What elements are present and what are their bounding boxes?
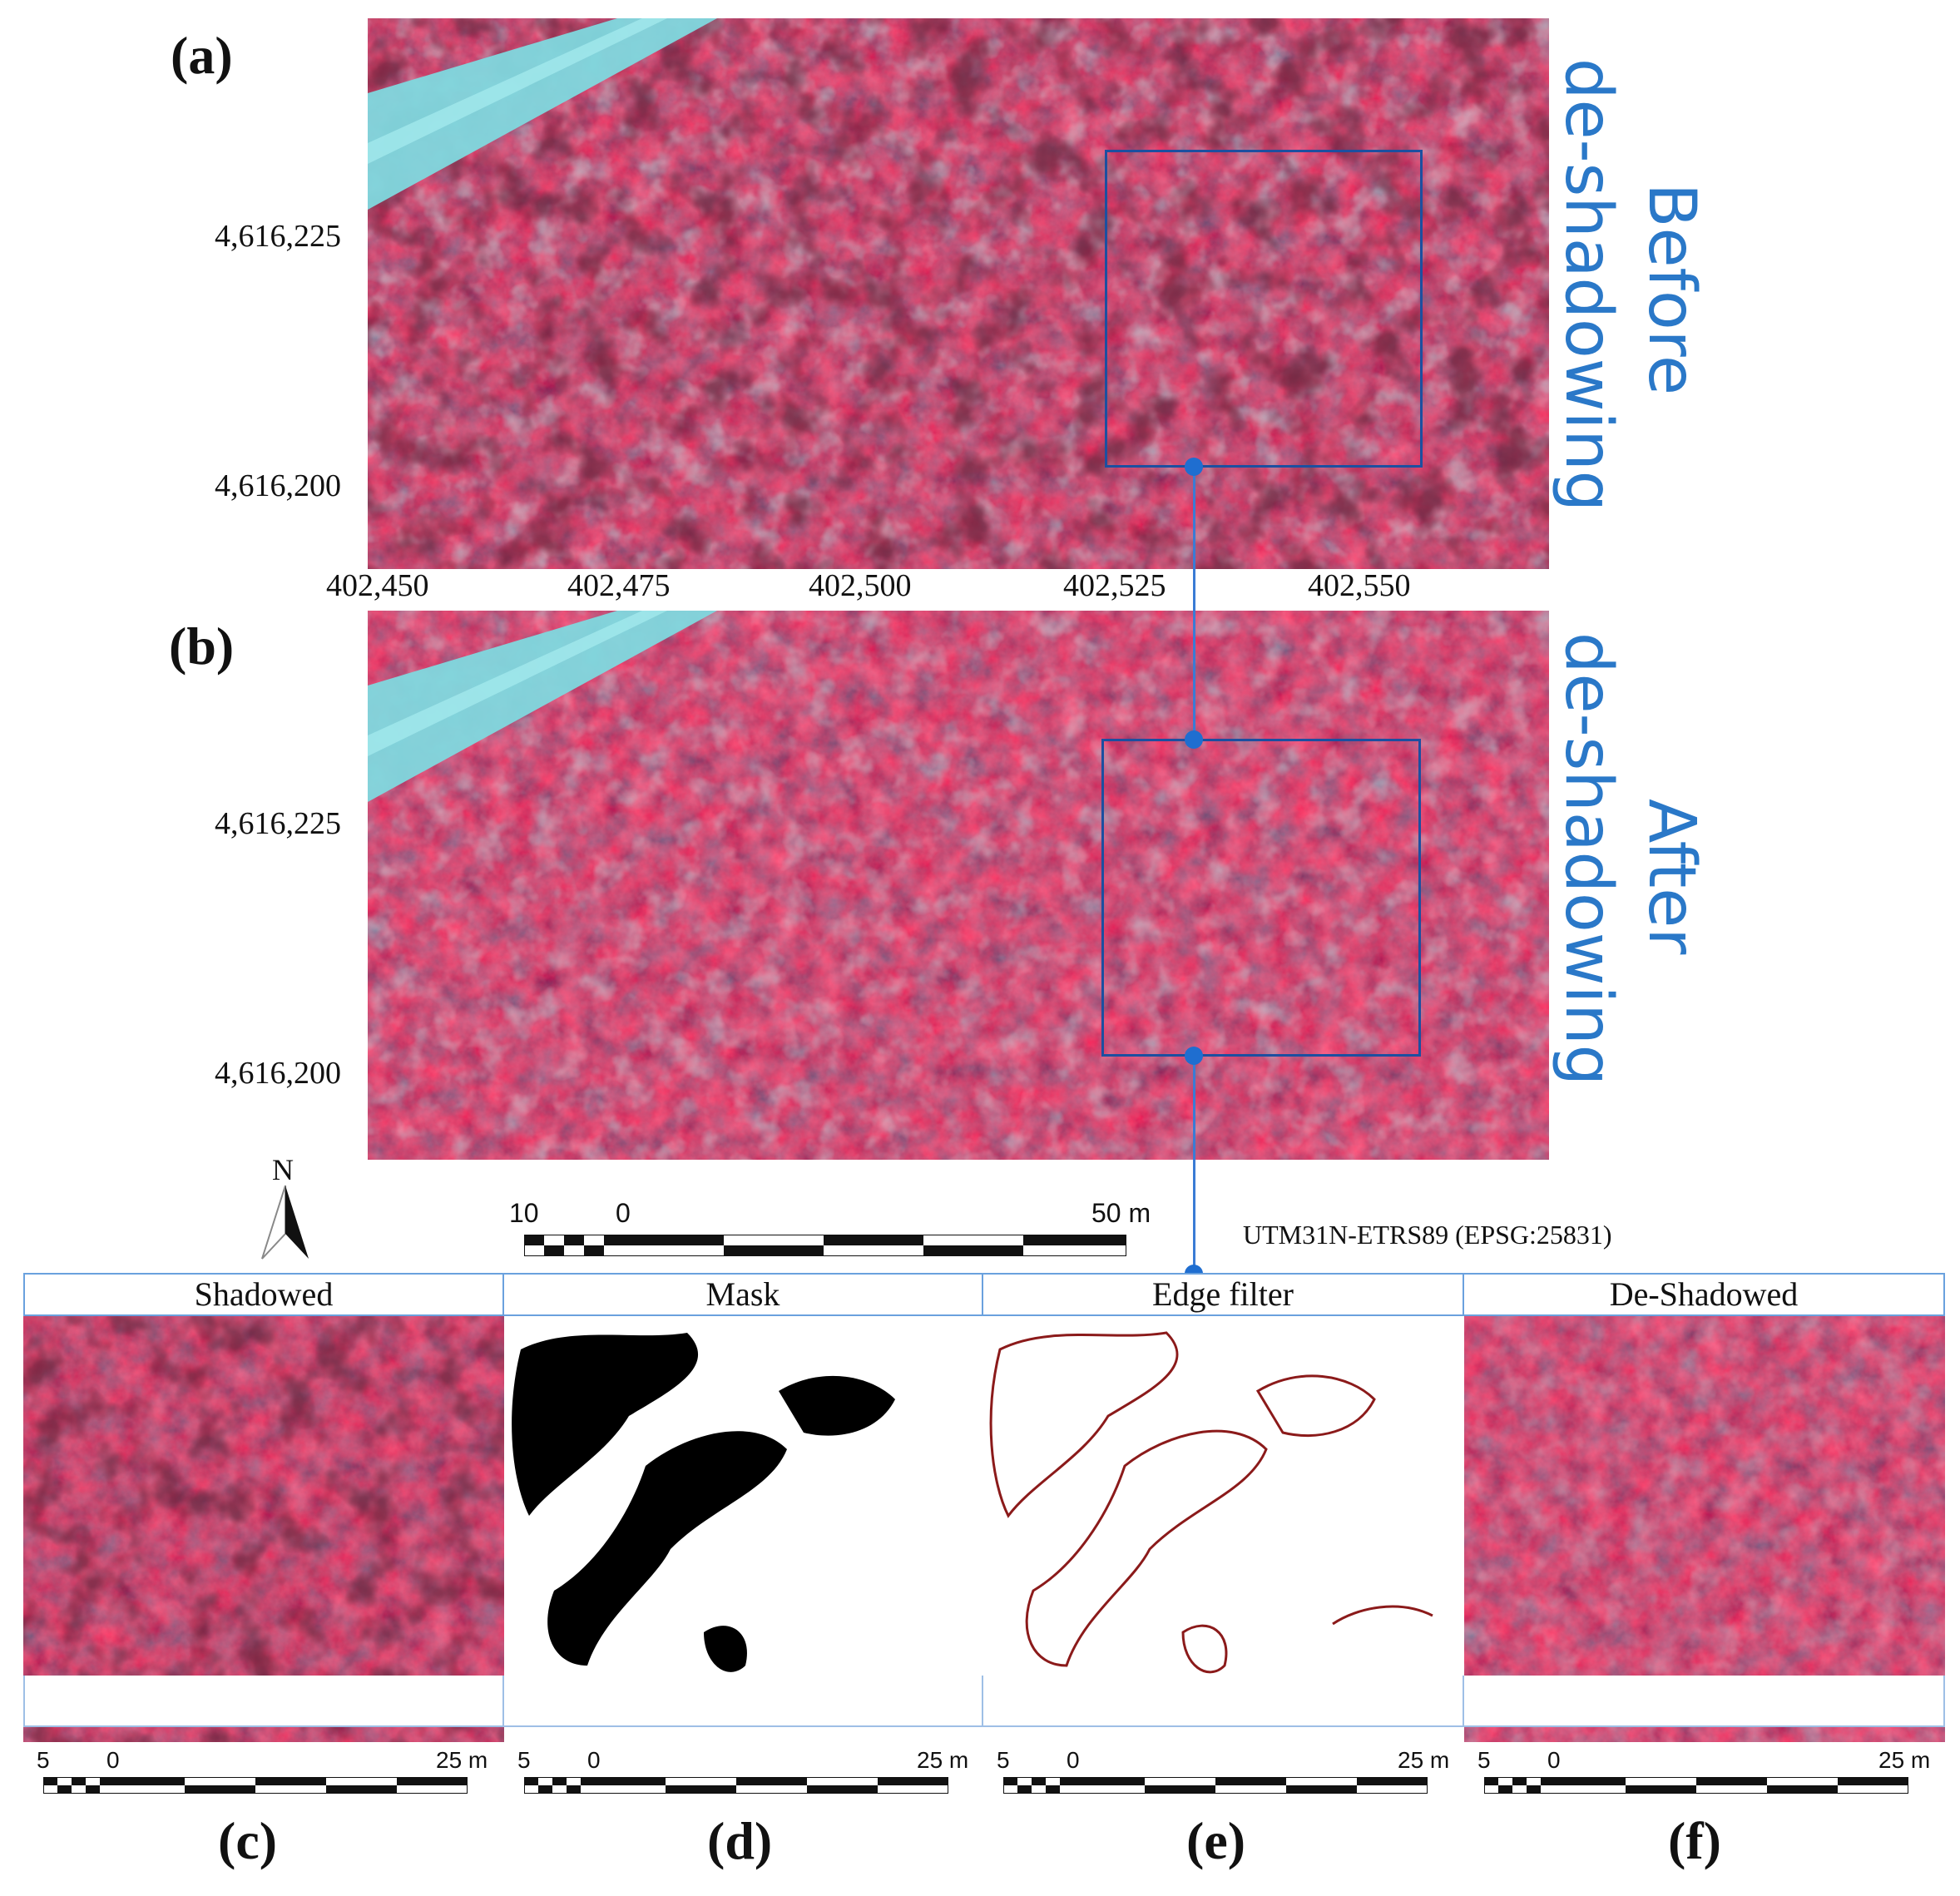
panel-label-d: (d): [707, 1811, 773, 1870]
before-deshadowing-image: [368, 18, 1549, 569]
main-scale-zero: 0: [616, 1198, 631, 1228]
x-tick-1: 402,450: [326, 568, 429, 603]
scale-box-f: [1463, 1676, 1945, 1727]
y-tick-a-2: 4,616,200: [215, 468, 341, 503]
deshadowed-image: [1464, 1316, 1945, 1742]
connector-dot-2: [1185, 730, 1203, 749]
scale-box-c: [23, 1676, 504, 1727]
after-line-2: de-shadowing: [1551, 632, 1626, 1087]
scale-e-right: 25 m: [1398, 1747, 1450, 1773]
before-line-2: de-shadowing: [1551, 58, 1626, 512]
panel-label-c: (c): [218, 1811, 278, 1870]
x-tick-2: 402,475: [567, 568, 671, 603]
scale-c-left: 5: [37, 1747, 50, 1773]
main-scale-right: 50 m: [1091, 1198, 1151, 1228]
zoom-frame-after: [1101, 739, 1421, 1057]
scale-f-zero: 0: [1547, 1747, 1561, 1773]
side-label-before: Before de-shadowing: [1551, 58, 1722, 574]
scale-d-left: 5: [517, 1747, 531, 1773]
scale-box-e: [982, 1676, 1464, 1727]
scale-bar-d: [524, 1777, 948, 1794]
north-arrow-icon: [261, 1185, 309, 1260]
title-deshadowed: De-Shadowed: [1463, 1273, 1945, 1316]
scale-c-right: 25 m: [436, 1747, 488, 1773]
x-tick-3: 402,500: [809, 568, 912, 603]
main-scale-bar: [524, 1235, 1126, 1256]
x-tick-4: 402,525: [1063, 568, 1166, 603]
mask-image: [504, 1316, 982, 1742]
connector-dot-1: [1185, 458, 1203, 476]
connector-line-1: [1193, 466, 1195, 739]
title-mask: Mask: [502, 1273, 983, 1316]
scale-bar-c: [43, 1777, 468, 1794]
scale-f-left: 5: [1477, 1747, 1491, 1773]
zoom-frame-before: [1105, 150, 1423, 468]
edge-filter-image: [983, 1316, 1463, 1742]
scale-e-left: 5: [997, 1747, 1010, 1773]
after-line-1: After: [1634, 799, 1709, 955]
crs-label: UTM31N-ETRS89 (EPSG:25831): [1243, 1220, 1612, 1250]
title-edge-filter: Edge filter: [982, 1273, 1464, 1316]
y-tick-a-1: 4,616,225: [215, 219, 341, 254]
north-arrow: N: [254, 1152, 320, 1260]
after-deshadowing-image: [368, 611, 1549, 1160]
north-label: N: [272, 1153, 294, 1186]
scale-f-right: 25 m: [1878, 1747, 1931, 1773]
panel-label-e: (e): [1186, 1811, 1246, 1870]
panel-label-a: (a): [171, 26, 233, 85]
scale-box-d: [502, 1676, 983, 1727]
before-line-1: Before: [1634, 183, 1709, 396]
scale-e-zero: 0: [1067, 1747, 1080, 1773]
panel-label-f: (f): [1668, 1811, 1721, 1870]
scale-d-right: 25 m: [917, 1747, 969, 1773]
scale-c-zero: 0: [106, 1747, 120, 1773]
y-tick-b-2: 4,616,200: [215, 1056, 341, 1091]
scale-bar-f: [1484, 1777, 1908, 1794]
connector-dot-3: [1185, 1047, 1203, 1065]
panel-label-b: (b): [169, 616, 235, 676]
scale-bar-e: [1003, 1777, 1428, 1794]
main-scale-left: 10: [509, 1198, 539, 1228]
y-tick-b-1: 4,616,225: [215, 806, 341, 841]
title-shadowed: Shadowed: [23, 1273, 504, 1316]
x-tick-5: 402,550: [1308, 568, 1411, 603]
scale-d-zero: 0: [587, 1747, 601, 1773]
side-label-after: After de-shadowing: [1551, 632, 1722, 1148]
shadowed-image: [23, 1316, 504, 1742]
connector-line-2: [1193, 1055, 1195, 1273]
